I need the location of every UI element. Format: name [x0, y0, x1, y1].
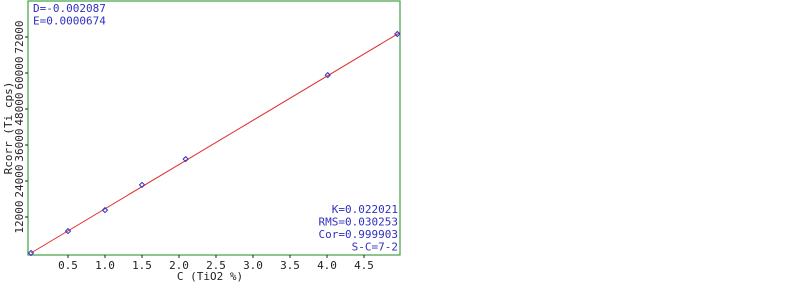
x-tick-label: 3.5: [280, 259, 300, 272]
x-tick-label: 4.0: [317, 259, 337, 272]
x-tick-label: 1.5: [132, 259, 152, 272]
x-tick-label: 2.0: [169, 259, 189, 272]
annotation: Cor=0.999903: [319, 228, 398, 241]
data-point: [27, 249, 35, 257]
y-axis-label: Rcorr (Ti cps): [2, 82, 15, 175]
annotation: E=0.0000674: [33, 15, 106, 28]
data-point: [182, 155, 189, 163]
y-tick-label: 72000: [13, 20, 26, 53]
data-point: [324, 71, 331, 79]
annotation: K=0.022021: [332, 203, 398, 216]
y-tick-label: 12000: [13, 200, 26, 233]
x-tick-label: 0.5: [58, 259, 78, 272]
plot-frame: [27, 0, 401, 256]
data-point: [101, 206, 109, 214]
y-tick-label: 36000: [13, 128, 26, 161]
annotation: S-C=7-2: [352, 241, 398, 254]
data-point: [64, 227, 72, 235]
data-point: [394, 30, 401, 38]
x-tick-label: 1.0: [95, 259, 115, 272]
y-tick-label: 24000: [13, 164, 26, 197]
x-tick-label: 4.5: [354, 259, 374, 272]
y-tick-label: 60000: [13, 56, 26, 89]
x-tick-label: 2.5: [206, 259, 226, 272]
annotation: RMS=0.030253: [319, 216, 398, 229]
data-point: [138, 181, 146, 189]
x-tick-label: 3.0: [243, 259, 263, 272]
annotation: D=-0.002087: [33, 2, 106, 15]
y-tick-label: 48000: [13, 92, 26, 125]
fit-line: [30, 31, 400, 254]
x-axis-label: C (TiO2 %): [177, 270, 243, 283]
